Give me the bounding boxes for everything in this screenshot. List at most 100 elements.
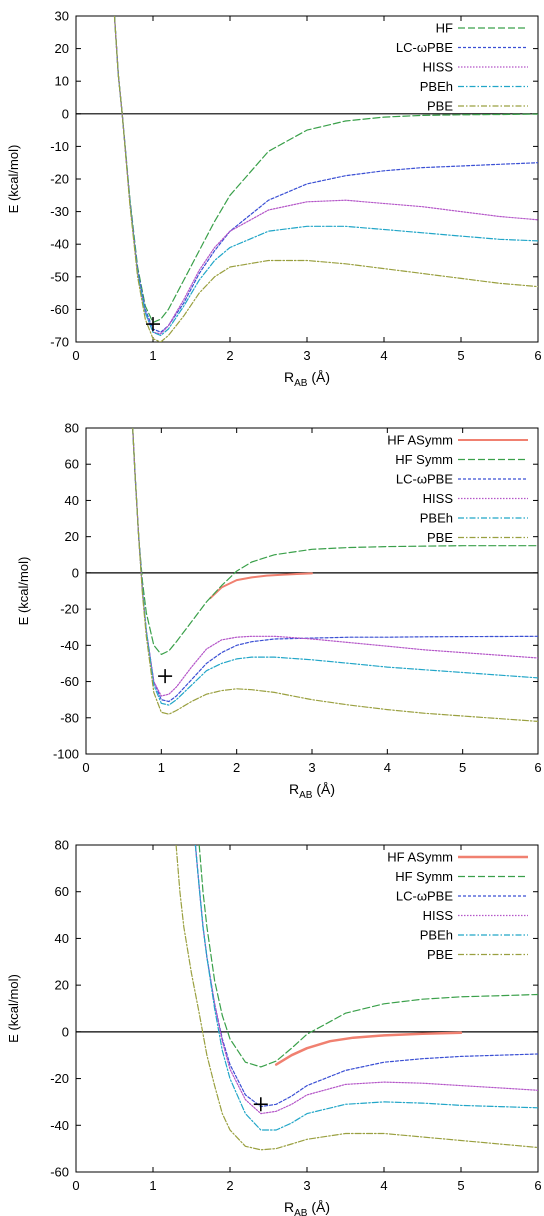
legend-label: LC-ωPBE [396, 889, 453, 904]
plot-frame [75, 15, 539, 343]
series-line-pbe [113, 16, 538, 342]
series-line-hiss [194, 845, 538, 1115]
legend-label: HISS [423, 60, 454, 75]
y-tick-label: -70 [50, 335, 69, 350]
series-lines [113, 16, 538, 342]
y-tick-label: 30 [55, 9, 69, 24]
legend-label: PBEh [420, 511, 453, 526]
series-line-hf-symm [198, 845, 538, 1068]
y-axis-label: E (kcal/mol) [16, 557, 31, 626]
x-tick-label: 3 [303, 1178, 310, 1193]
y-tick-label: -60 [50, 1165, 69, 1180]
x-tick-label: 2 [226, 1178, 233, 1193]
x-axis-label: RAB (Å) [284, 1199, 330, 1216]
x-tick-label: 0 [72, 348, 79, 363]
x-axis-label-subscript: AB [294, 1208, 308, 1216]
y-tick-label: -20 [60, 602, 79, 617]
series-line-lc-pbe [194, 845, 538, 1108]
legend-label: HF ASymm [387, 433, 453, 448]
legend-label: LC-ωPBE [396, 472, 453, 487]
y-tick-label: -40 [60, 638, 79, 653]
y-axis-label: E (kcal/mol) [6, 145, 21, 214]
x-tick-label: 2 [233, 760, 240, 775]
series-line-pbeh [132, 428, 538, 706]
x-axis-label-main: R [284, 369, 294, 385]
x-tick-label: 3 [308, 760, 315, 775]
legend-label: HF Symm [395, 452, 453, 467]
x-tick-label: 5 [457, 348, 464, 363]
x-tick-label: 4 [380, 1178, 387, 1193]
series-line-pbeh [113, 16, 538, 337]
x-tick-label: 1 [149, 1178, 156, 1193]
y-tick-label: -40 [50, 237, 69, 252]
legend-label: PBEh [420, 79, 453, 94]
legend-label: HF ASymm [387, 850, 453, 865]
x-tick-label: 2 [226, 348, 233, 363]
x-tick-label: 0 [72, 1178, 79, 1193]
x-tick-label: 4 [384, 760, 391, 775]
chart-panel-1: 0 1 2 3 4 5 6 30 20 10 0 -10 -20 -30 -40 -50 -60 -70 E (kc… [6, 9, 542, 390]
plus-marker [146, 317, 160, 332]
y-tick-label: 40 [65, 493, 79, 508]
x-tick-label: 6 [534, 1178, 541, 1193]
x-axis-label-unit: (Å) [307, 369, 330, 385]
legend: HF LC-ωPBE HISS PBEh PBE [396, 21, 528, 114]
y-tick-label: 10 [55, 74, 69, 89]
y-tick-label: 40 [55, 931, 69, 946]
legend-label: PBE [427, 530, 453, 545]
series-line-pbe [132, 428, 538, 722]
series-line-pbe [175, 845, 538, 1151]
x-tick-label: 6 [534, 348, 541, 363]
series-line-lc-pbe [132, 428, 538, 703]
y-tick-label: 80 [65, 421, 79, 436]
x-tick-label: 0 [82, 760, 89, 775]
series-line-pbeh [194, 845, 538, 1131]
series-line-hf-asymm [209, 572, 313, 600]
plus-marker [253, 1097, 268, 1112]
x-tick-label: 5 [457, 1178, 464, 1193]
x-tick-label: 5 [459, 760, 466, 775]
y-tick-label: 0 [62, 106, 69, 121]
series-line-lc-pbe [113, 16, 538, 333]
legend: HF ASymm HF Symm LC-ωPBE HISS PBEh PBE [387, 433, 528, 545]
legend-label: PBE [427, 947, 453, 962]
legend-label: PBE [427, 99, 453, 114]
plot-frame [85, 427, 539, 755]
series-lines [132, 428, 538, 722]
y-tick-label: 0 [62, 1024, 69, 1039]
y-tick-label: 20 [65, 529, 79, 544]
x-tick-label: 1 [158, 760, 165, 775]
x-tick-label: 1 [149, 348, 156, 363]
legend-label: HISS [423, 491, 454, 506]
x-tick-label: 3 [303, 348, 310, 363]
y-axis-label: E (kcal/mol) [6, 974, 21, 1043]
y-tick-label: -40 [50, 1118, 69, 1133]
y-tick-label: -20 [50, 1071, 69, 1086]
y-tick-label: -100 [53, 747, 79, 762]
series-lines [175, 845, 538, 1151]
y-tick-label: -30 [50, 204, 69, 219]
series-line-hiss [113, 16, 538, 335]
x-axis-label-unit: (Å) [307, 1199, 330, 1215]
x-axis-label: RAB (Å) [284, 369, 330, 389]
series-line-hiss [132, 428, 538, 697]
legend-label: HF [436, 21, 453, 36]
chart-panel-3: 0 1 2 3 4 5 6 80 60 40 20 0 -20 -40 -60 E (kcal/mol) RAB… [6, 838, 542, 1216]
series-line-hf-symm [132, 428, 538, 655]
y-tick-label: -60 [60, 674, 79, 689]
legend-label: PBEh [420, 928, 453, 943]
x-axis-label-subscript: AB [294, 378, 308, 389]
legend-label: HF Symm [395, 869, 453, 884]
y-tick-label: -80 [60, 710, 79, 725]
plot-frame [75, 844, 539, 1173]
y-tick-label: -10 [50, 139, 69, 154]
legend-label: LC-ωPBE [396, 40, 453, 55]
x-axis-label-main: R [289, 781, 299, 797]
x-tick-label: 6 [534, 760, 541, 775]
x-axis-label-subscript: AB [299, 790, 313, 801]
legend-label: HISS [423, 908, 454, 923]
y-tick-label: 80 [55, 838, 69, 853]
y-tick-label: 0 [72, 565, 79, 580]
series-line-hf [113, 16, 538, 323]
y-tick-label: 20 [55, 41, 69, 56]
